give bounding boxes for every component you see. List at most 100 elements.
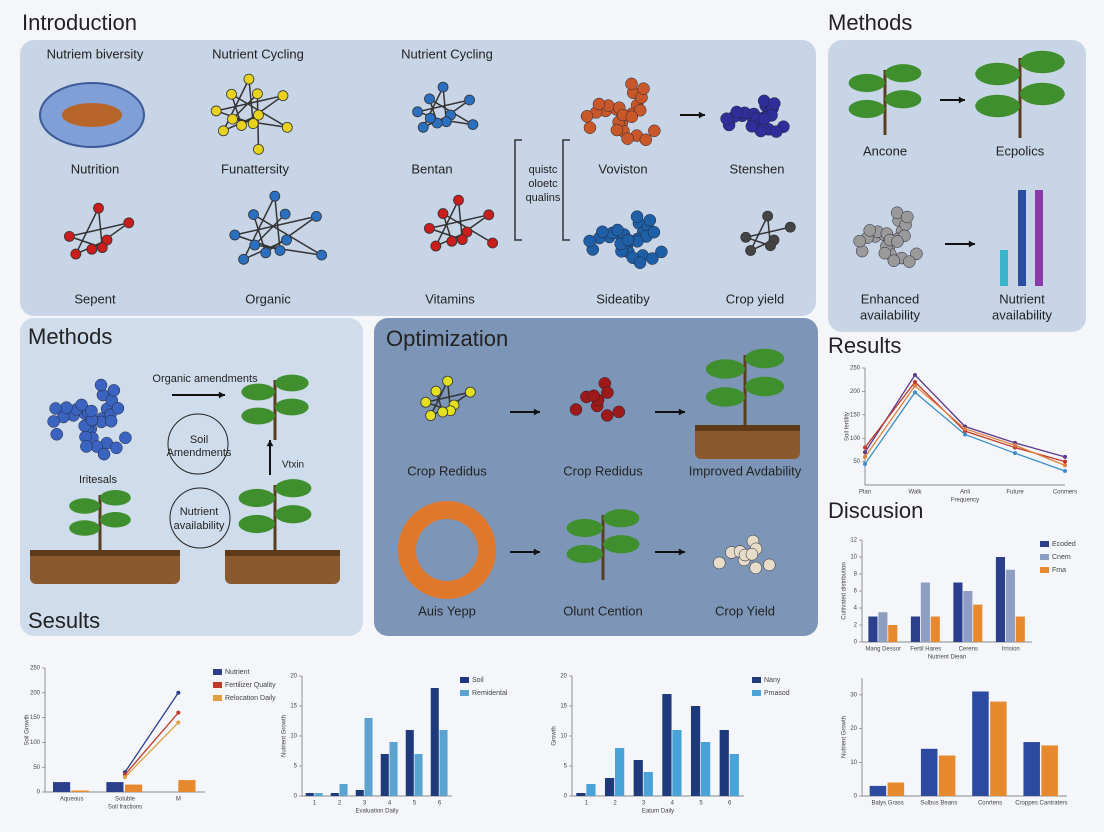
leaf (238, 488, 275, 508)
label: Nutriem biversity (47, 46, 144, 61)
bead (600, 409, 614, 422)
ring-core (62, 103, 122, 127)
leaf (100, 512, 131, 528)
bead (878, 246, 892, 260)
bar (887, 782, 905, 796)
leaf (705, 359, 746, 379)
bead (637, 82, 650, 95)
bar (1023, 742, 1040, 796)
y-tick-label: 0 (854, 794, 858, 800)
atom (430, 385, 442, 397)
bead (75, 398, 88, 412)
bar (701, 742, 711, 796)
point (863, 454, 867, 459)
bar (690, 706, 701, 796)
point (1063, 463, 1067, 468)
atom (417, 121, 429, 133)
label: availability (992, 307, 1052, 322)
x-tick-label: Plan (859, 490, 871, 496)
atom (745, 245, 757, 256)
bond (417, 99, 470, 113)
bead (646, 252, 659, 265)
column (1018, 190, 1026, 286)
outline (167, 413, 229, 475)
outline (169, 487, 231, 549)
x-tick-label: 4 (671, 801, 675, 807)
bond (425, 391, 471, 404)
label: Organic (245, 291, 291, 306)
bond (75, 207, 100, 255)
atom (424, 112, 436, 124)
y-tick-label: 20 (560, 674, 567, 680)
atom (765, 240, 776, 252)
soil-top (225, 550, 340, 556)
x-tick-label: Irrision (1002, 647, 1020, 653)
legend-swatch (1040, 554, 1049, 560)
bead (612, 405, 626, 419)
line (124, 692, 179, 773)
bead (643, 214, 657, 227)
leaf (1020, 50, 1065, 74)
y-tick-label: 6 (854, 589, 858, 595)
atom (423, 222, 435, 234)
bar (604, 778, 615, 796)
methods-left-panel (20, 318, 363, 636)
bead (104, 414, 118, 428)
atom (420, 396, 432, 408)
bead (580, 110, 594, 123)
atom (252, 88, 263, 100)
label: Funattersity (221, 161, 289, 176)
bond (254, 244, 322, 256)
bead (601, 386, 614, 399)
bead (647, 225, 661, 239)
label: quistc (529, 164, 558, 176)
atom (464, 94, 475, 106)
legend-swatch (213, 682, 222, 688)
bead (745, 120, 759, 133)
bar (633, 760, 643, 796)
y-axis-label: Nutrient Growth (842, 716, 848, 758)
y-tick-label: 100 (850, 436, 861, 442)
bar (869, 785, 887, 796)
arrow-head (266, 440, 274, 447)
y-tick-label: 2 (854, 623, 858, 629)
x-tick-label: Aqueous (60, 797, 84, 803)
bar (953, 582, 963, 642)
bar (868, 616, 878, 642)
bead (583, 234, 596, 248)
label: Crop Redidus (407, 463, 487, 478)
leaf (745, 348, 785, 369)
x-tick-label: 5 (413, 801, 417, 807)
leaf (275, 479, 312, 498)
bar (305, 793, 314, 796)
point (863, 450, 867, 455)
bead (592, 97, 606, 111)
bar (643, 772, 653, 796)
section-footer: Sesults (28, 608, 100, 633)
bar (920, 582, 930, 642)
bar (672, 730, 682, 796)
bead (655, 245, 668, 259)
line (124, 722, 179, 778)
leaf (885, 64, 922, 83)
y-tick-label: 12 (850, 538, 857, 544)
bead (625, 77, 638, 91)
bar (380, 754, 389, 796)
intro-panel (20, 40, 816, 316)
bond (69, 222, 129, 238)
atom (467, 119, 479, 131)
bar (878, 612, 888, 642)
bead (763, 558, 776, 572)
x-tick-label: 3 (363, 801, 367, 807)
atom (440, 116, 452, 128)
label: availability (860, 307, 920, 322)
bar (106, 782, 124, 792)
bond (435, 199, 460, 247)
bead (111, 402, 125, 415)
bond (429, 214, 489, 230)
legend-label: Pmasod (764, 690, 790, 697)
bar (586, 784, 596, 796)
atom (430, 240, 442, 252)
point (176, 720, 181, 725)
leaf (975, 62, 1020, 86)
